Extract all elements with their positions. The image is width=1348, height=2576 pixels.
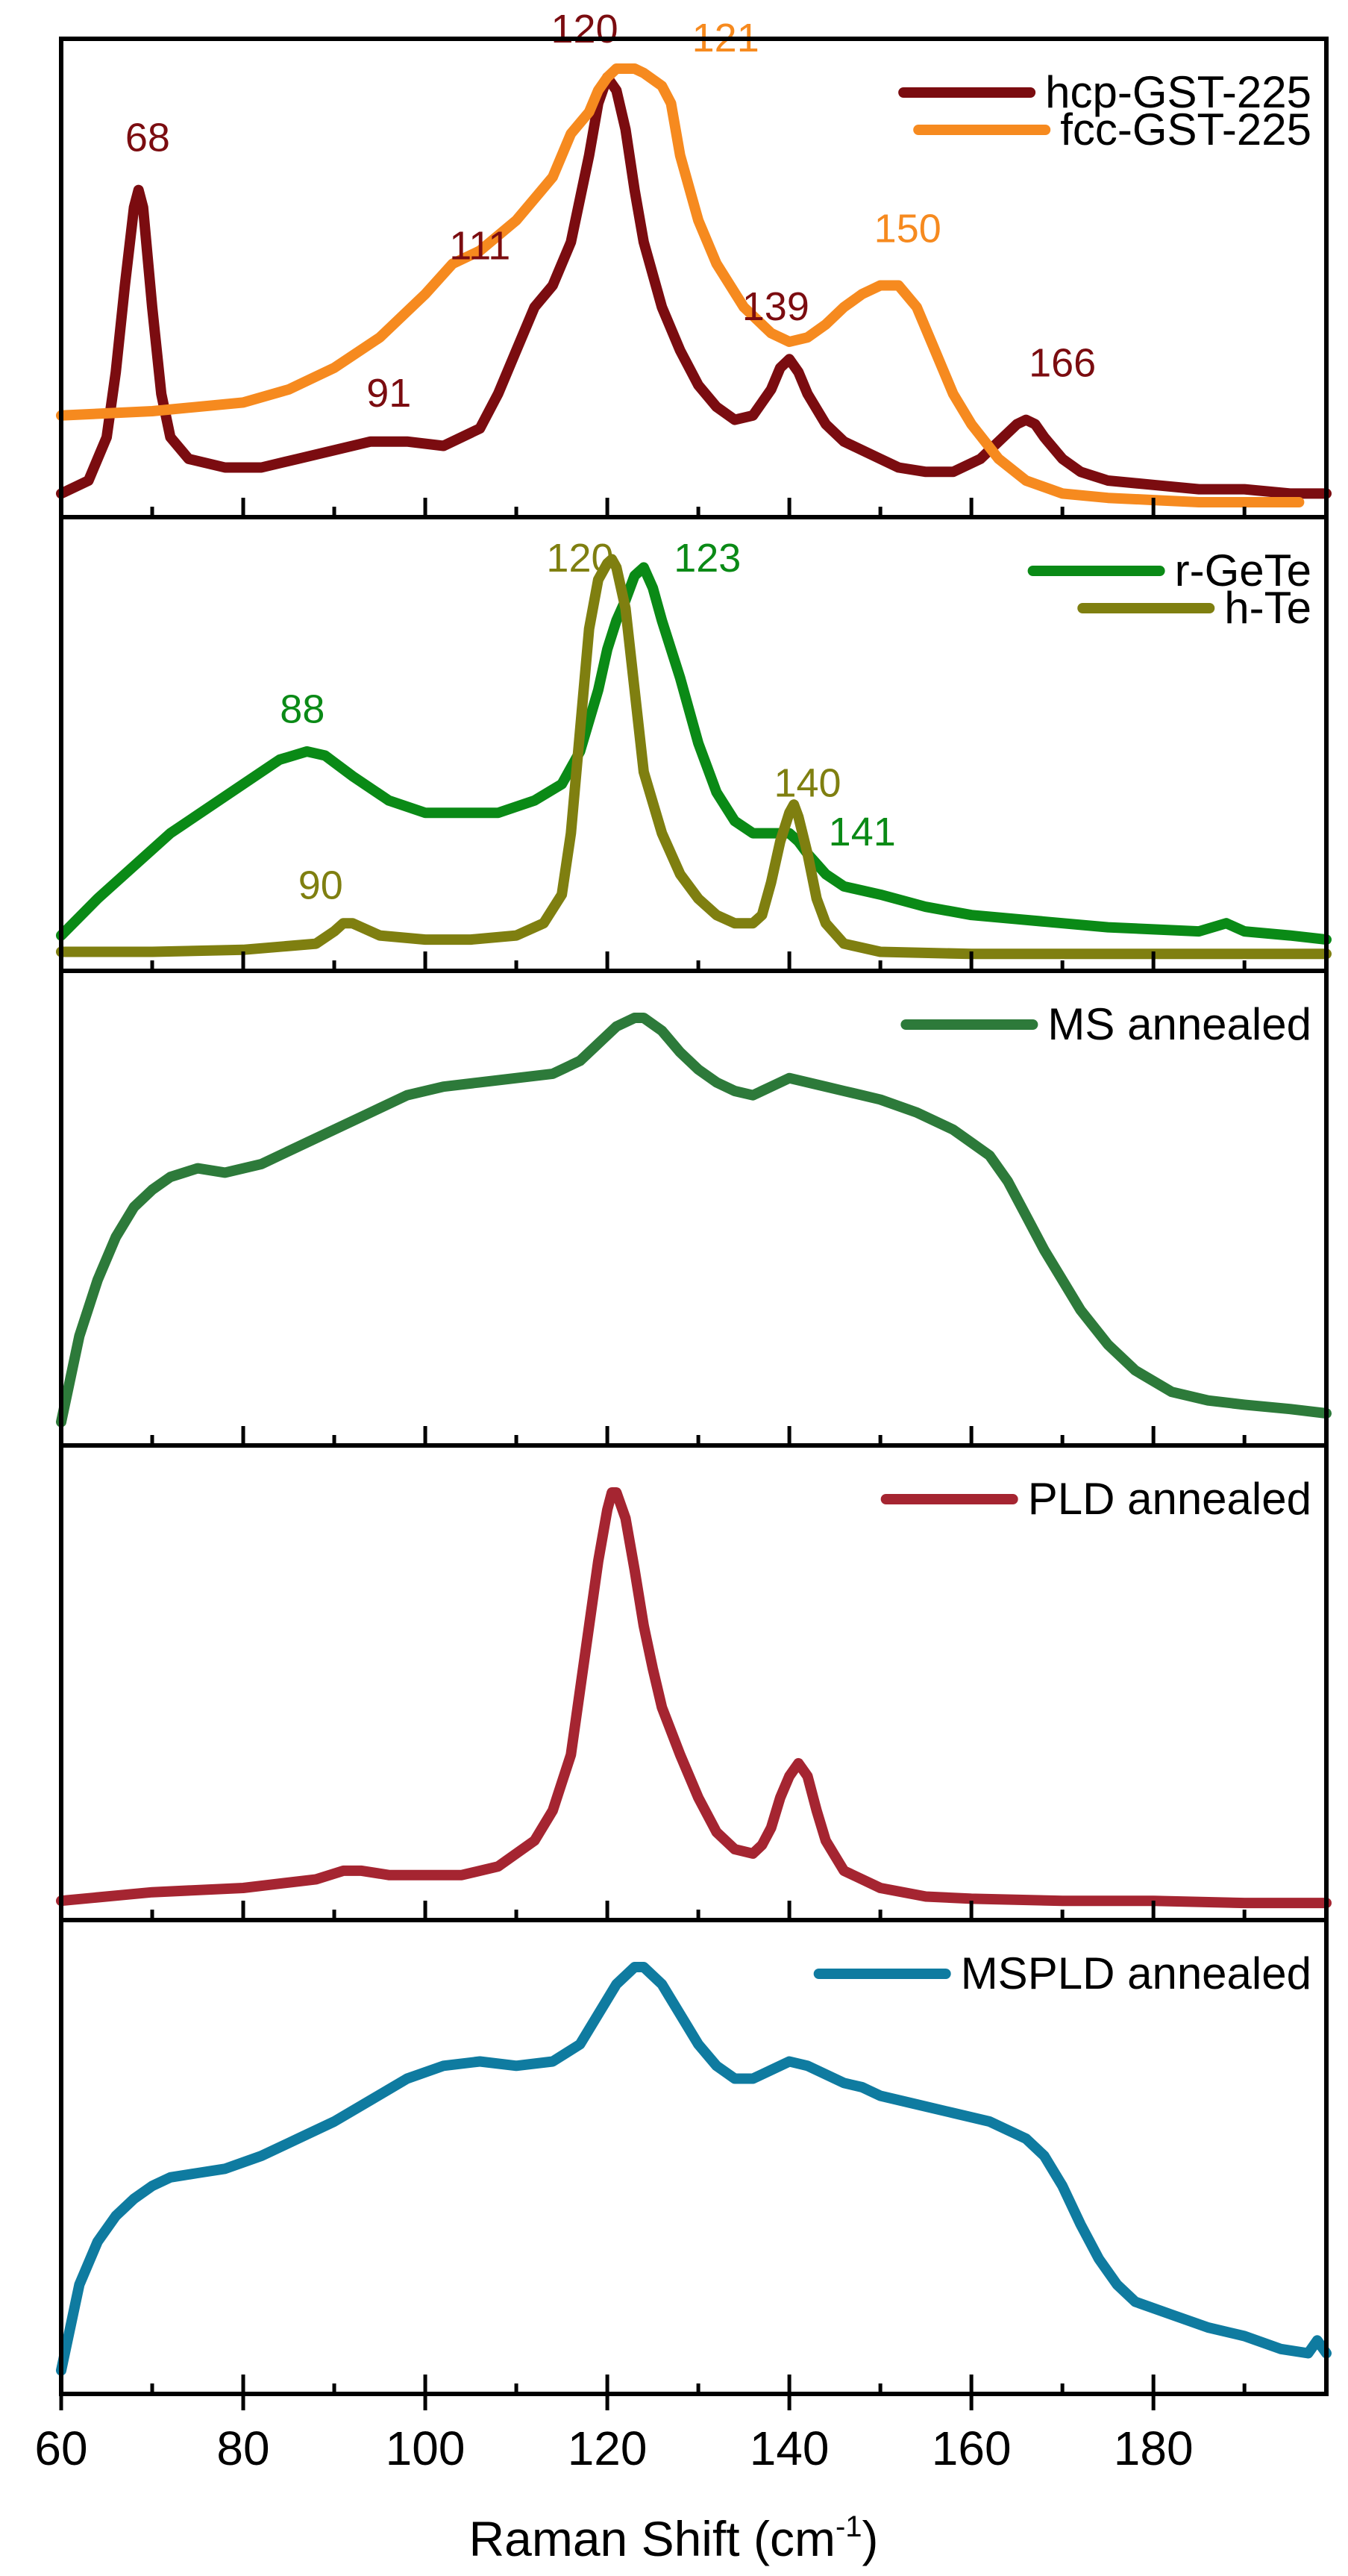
peak-label-120: 120 <box>551 7 618 51</box>
x-tick-label-180: 180 <box>1114 2422 1194 2475</box>
x-tick-label-100: 100 <box>386 2422 465 2475</box>
series-line-ms-annealed <box>56 1013 1332 1428</box>
legend-entry-hcp-gst-225: hcp-GST-225 <box>898 67 1311 117</box>
legend-label: h-Te <box>1224 583 1311 633</box>
series-line-r-gete <box>56 562 1332 945</box>
legend-label: r-GeTe <box>1175 545 1311 595</box>
legend-label: fcc-GST-225 <box>1060 104 1311 154</box>
x-tick-label-160: 160 <box>932 2422 1012 2475</box>
peak-label-166: 166 <box>1029 341 1096 386</box>
legend-entry-fcc-gst-225: fcc-GST-225 <box>913 104 1311 154</box>
peak-label-150: 150 <box>874 206 941 251</box>
panel-5: MSPLD annealed <box>56 1918 1332 2396</box>
peak-label-139: 139 <box>742 284 809 329</box>
series-line-h-te <box>56 554 1332 960</box>
series-line-mspld-annealed <box>56 1962 1332 2376</box>
legend-entry-pld-annealed: PLD annealed <box>880 1474 1311 1524</box>
peak-label-90: 90 <box>298 863 343 907</box>
peak-label-68: 68 <box>125 115 170 160</box>
x-axis: 60 80 100 120 140 160 180 <box>34 2394 1194 2475</box>
x-axis-title: Raman Shift (cm-1) <box>468 2510 878 2566</box>
x-tick-label-140: 140 <box>750 2422 830 2475</box>
series-line-fcc-gst-225 <box>56 63 1305 507</box>
series-line-pld-annealed <box>56 1487 1332 1909</box>
legend-label: PLD annealed <box>1028 1474 1311 1524</box>
legend-entry-mspld-annealed: MSPLD annealed <box>813 1948 1311 1998</box>
peak-label-88: 88 <box>280 687 325 732</box>
panel-frame <box>59 1918 1329 2396</box>
peak-label-141: 141 <box>829 810 896 854</box>
peak-label-120: 120 <box>546 536 613 581</box>
panel-4: PLD annealed <box>56 1443 1332 1922</box>
x-tick-label-80: 80 <box>216 2422 269 2475</box>
legend-label: MS annealed <box>1047 999 1311 1049</box>
peak-label-91: 91 <box>366 371 411 416</box>
series-line-hcp-gst-225 <box>56 72 1332 499</box>
peak-label-140: 140 <box>774 760 841 805</box>
x-tick-label-60: 60 <box>34 2422 87 2475</box>
legend-entry-h-te: h-Te <box>1077 583 1311 633</box>
peak-label-123: 123 <box>674 536 741 581</box>
x-tick-label-120: 120 <box>568 2422 648 2475</box>
peak-label-111: 111 <box>449 224 510 269</box>
legend-entry-r-gete: r-GeTe <box>1027 545 1311 595</box>
legend-label: hcp-GST-225 <box>1045 67 1311 117</box>
legend-label: MSPLD annealed <box>961 1948 1311 1998</box>
panel-3: MS annealed <box>56 969 1332 1448</box>
legend-entry-ms-annealed: MS annealed <box>900 999 1311 1049</box>
